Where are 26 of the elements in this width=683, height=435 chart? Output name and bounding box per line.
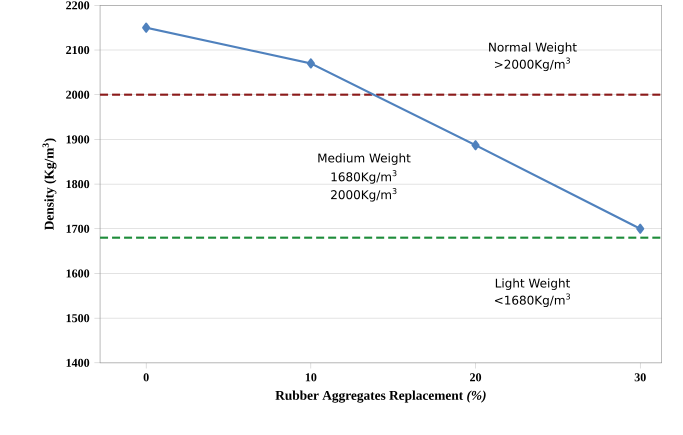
point [142,22,150,33]
annotation: <1680Kg/m$^{3}$ [494,294,570,308]
y-tick-label: 1600 [66,269,90,278]
y-tick-label: 2200 [66,1,90,10]
annotation: Light Weight [496,278,570,290]
point [471,140,480,150]
annotation: >2000Kg/m$^{3}$ [494,58,570,72]
x-tick-label: 20 [470,373,482,382]
y-tick-label: 1900 [66,135,90,144]
y-axis-title: Density (Kg/m$^{3}$) [42,138,56,230]
y-tick-label: 1500 [66,314,90,322]
annotation: 2000Kg/m$^{3}$ [331,188,396,202]
y-tick-label: 1400 [66,358,90,367]
y-tick-label: 2000 [66,90,90,99]
x-tick-label: 10 [306,373,316,382]
annotation: Medium Weight [318,153,411,165]
x-tick-label: 30 [634,373,646,382]
y-tick-label: 2100 [66,46,90,54]
annotation: 1680Kg/m$^{3}$ [332,170,396,184]
point [636,224,644,234]
y-tick-label: 1800 [66,180,90,188]
point [306,58,315,69]
x-tick-label: 0 [144,373,149,382]
x-axis-title: Rubber Aggregates Replacement (%) [275,390,486,403]
annotation: Normal Weight [489,42,577,54]
y-tick-label: 1700 [66,224,90,233]
